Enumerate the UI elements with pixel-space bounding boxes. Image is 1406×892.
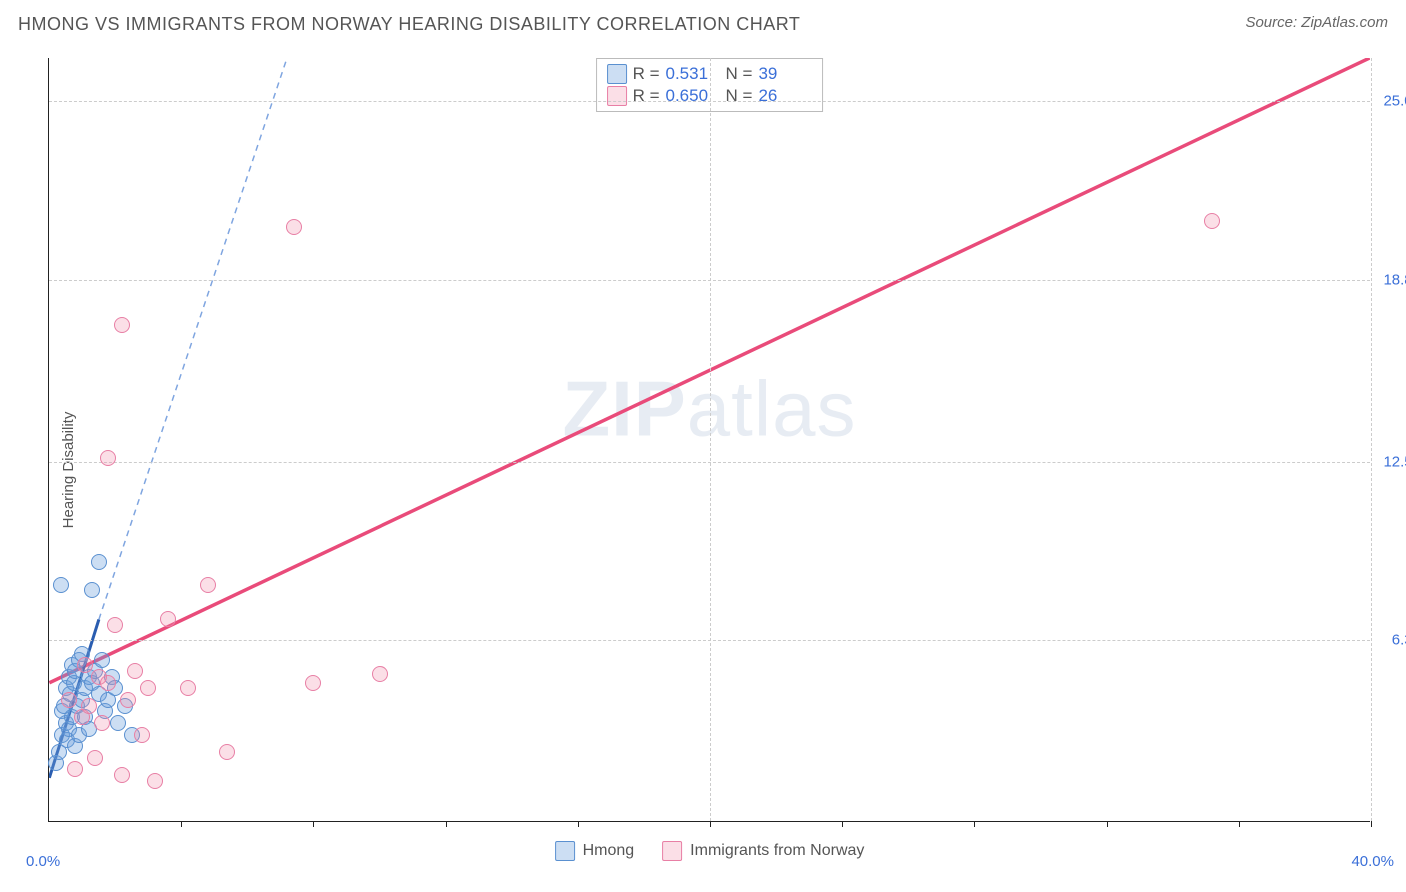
x-tick (1371, 821, 1372, 827)
n-label: N = (726, 86, 753, 106)
data-point (94, 715, 110, 731)
series-legend: Hmong Immigrants from Norway (555, 841, 865, 861)
chart-container: Hearing Disability ZIPatlas R = 0.531 N … (0, 48, 1406, 892)
data-point (120, 692, 136, 708)
legend-label-hmong: Hmong (583, 842, 635, 860)
data-point (372, 666, 388, 682)
legend-label-norway: Immigrants from Norway (690, 842, 864, 860)
n-value-hmong: 39 (758, 64, 812, 84)
swatch-blue-icon (607, 64, 627, 84)
swatch-pink-icon (662, 841, 682, 861)
data-point (1204, 213, 1220, 229)
x-tick (1239, 821, 1240, 827)
x-tick (446, 821, 447, 827)
x-tick (842, 821, 843, 827)
data-point (61, 692, 77, 708)
y-tick-label: 25.0% (1383, 93, 1406, 110)
data-point (286, 219, 302, 235)
swatch-blue-icon (555, 841, 575, 861)
r-value-norway: 0.650 (666, 86, 720, 106)
data-point (114, 767, 130, 783)
data-point (77, 657, 93, 673)
x-tick (578, 821, 579, 827)
gridline-v (1371, 58, 1372, 821)
data-point (91, 554, 107, 570)
legend-item-norway: Immigrants from Norway (662, 841, 864, 861)
swatch-pink-icon (607, 86, 627, 106)
x-max-label: 40.0% (1351, 853, 1394, 870)
data-point (160, 611, 176, 627)
legend-item-hmong: Hmong (555, 841, 635, 861)
data-point (107, 617, 123, 633)
y-tick-label: 6.3% (1392, 632, 1406, 649)
data-point (140, 680, 156, 696)
plot-area: ZIPatlas R = 0.531 N = 39 R = 0.650 N = … (48, 58, 1370, 822)
source-label: Source: ZipAtlas.com (1245, 14, 1388, 31)
data-point (67, 761, 83, 777)
n-label: N = (726, 64, 753, 84)
x-tick (313, 821, 314, 827)
data-point (200, 577, 216, 593)
watermark-bold: ZIP (562, 364, 686, 452)
data-point (114, 317, 130, 333)
x-tick (1107, 821, 1108, 827)
watermark-light: atlas (687, 364, 857, 452)
r-value-hmong: 0.531 (666, 64, 720, 84)
y-tick-label: 12.5% (1383, 453, 1406, 470)
data-point (180, 680, 196, 696)
r-label: R = (633, 64, 660, 84)
r-label: R = (633, 86, 660, 106)
data-point (100, 450, 116, 466)
x-tick (181, 821, 182, 827)
data-point (127, 663, 143, 679)
data-point (53, 577, 69, 593)
data-point (134, 727, 150, 743)
gridline-v (710, 58, 711, 821)
data-point (81, 698, 97, 714)
data-point (147, 773, 163, 789)
data-point (305, 675, 321, 691)
x-origin-label: 0.0% (26, 853, 60, 870)
chart-title: HMONG VS IMMIGRANTS FROM NORWAY HEARING … (18, 14, 800, 35)
data-point (110, 715, 126, 731)
data-point (219, 744, 235, 760)
data-point (100, 675, 116, 691)
n-value-norway: 26 (758, 86, 812, 106)
data-point (84, 582, 100, 598)
data-point (87, 750, 103, 766)
x-tick (710, 821, 711, 827)
data-point (94, 652, 110, 668)
y-tick-label: 18.8% (1383, 271, 1406, 288)
x-tick (974, 821, 975, 827)
